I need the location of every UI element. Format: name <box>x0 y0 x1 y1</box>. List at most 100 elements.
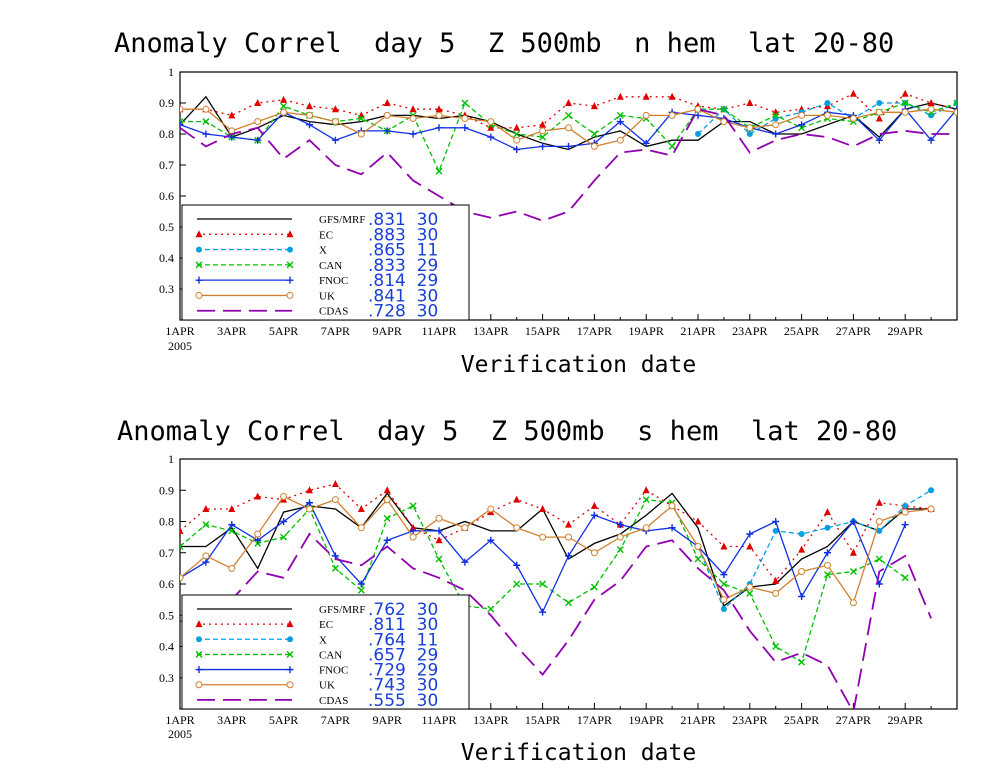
data-point-fnoc <box>409 527 417 535</box>
data-point-ec <box>927 99 935 106</box>
series-group <box>180 480 935 709</box>
legend-series-score: .883 30 <box>368 225 438 245</box>
data-point-ec <box>565 520 572 528</box>
data-point-fnoc <box>668 524 676 532</box>
data-point-can <box>331 564 339 572</box>
data-point-fnoc <box>228 521 236 529</box>
legend-marker-right <box>287 636 293 643</box>
x-tick-label: 11APR <box>422 324 457 338</box>
data-point-uk <box>694 105 702 113</box>
legend-series-name: X <box>319 634 327 646</box>
data-point-ec <box>875 498 883 506</box>
data-point-fnoc <box>331 136 339 144</box>
data-point-ec <box>228 505 236 512</box>
data-point-ec <box>642 486 650 494</box>
data-point-ec <box>487 123 495 131</box>
data-point-uk <box>228 564 236 572</box>
legend-series-name: FNOC <box>319 665 348 677</box>
data-point-fnoc <box>798 121 806 129</box>
data-point-can <box>409 502 417 510</box>
data-point-fnoc <box>487 536 495 544</box>
legend-series-score: .841 30 <box>368 286 438 306</box>
data-point-ec <box>979 93 986 100</box>
data-point-ec <box>409 105 417 113</box>
legend-series-name: FNOC <box>319 275 348 287</box>
y-tick-label: 0.8 <box>159 515 174 529</box>
data-point-fnoc <box>565 552 572 560</box>
data-point-uk <box>927 505 935 513</box>
legend-series-name: CDAS <box>319 695 348 707</box>
data-point-uk <box>824 111 831 119</box>
data-point-ec <box>539 505 547 512</box>
legend-marker-right <box>286 261 294 269</box>
data-point-uk <box>616 533 624 541</box>
data-point-can <box>180 543 184 550</box>
series-line-ec <box>180 92 957 129</box>
data-point-ec <box>824 508 831 516</box>
data-point-uk <box>513 136 521 144</box>
data-point-can <box>202 521 210 529</box>
data-point-uk <box>202 552 210 560</box>
x-tick-label: 23APR <box>732 713 767 727</box>
data-point-fnoc <box>280 518 288 525</box>
data-point-uk <box>331 496 339 504</box>
data-point-ec <box>746 542 754 550</box>
data-point-uk <box>642 111 650 119</box>
data-point-can <box>616 546 624 554</box>
x-tick-label: 15APR <box>525 324 560 338</box>
x-tick-label: 19APR <box>629 324 664 338</box>
data-point-ec <box>772 576 780 584</box>
chart-title: Anomaly Correl day 5 Z 500mb n hem lat 2… <box>114 28 894 59</box>
data-point-uk <box>875 518 883 525</box>
data-point-fnoc <box>616 118 624 126</box>
data-point-ec <box>539 120 547 128</box>
data-point-uk <box>357 524 365 532</box>
series-line-gfs-mrf <box>180 492 932 607</box>
data-point-uk <box>901 108 909 116</box>
chart-title: Anomaly Correl day 5 Z 500mb s hem lat 2… <box>117 416 897 447</box>
data-point-can <box>539 580 547 588</box>
data-point-ec <box>280 95 288 103</box>
data-point-can <box>461 99 469 107</box>
data-point-uk <box>539 127 547 135</box>
data-point-ec <box>383 99 391 106</box>
data-point-ec <box>668 92 676 100</box>
data-point-fnoc <box>202 130 210 138</box>
x-tick-label: 3APR <box>217 713 246 727</box>
y-tick-label: 0.7 <box>159 546 174 560</box>
legend-marker-left <box>195 650 203 658</box>
data-point-uk <box>798 111 806 119</box>
x-tick-label: 17APR <box>577 713 612 727</box>
data-point-can <box>513 580 521 588</box>
data-point-uk <box>772 121 780 129</box>
data-point-x <box>695 131 701 137</box>
y-tick-label: 0.4 <box>159 640 174 654</box>
data-point-uk <box>953 108 957 116</box>
legend-series-name: GFS/MRF <box>319 214 365 226</box>
data-point-uk <box>694 543 702 550</box>
data-point-can <box>901 99 909 107</box>
legend-marker-right <box>286 650 294 658</box>
x-tick-label: 1APR <box>165 324 194 338</box>
legend-series-score: .764 11 <box>368 630 438 650</box>
data-point-ec <box>254 99 262 106</box>
legend-series-name: GFS/MRF <box>319 604 365 616</box>
legend-series-score: .811 30 <box>368 615 438 635</box>
data-point-can <box>720 580 728 588</box>
legend-series-score: .814 29 <box>368 271 438 291</box>
data-point-x <box>902 502 909 509</box>
data-point-ec <box>435 105 443 113</box>
data-point-uk <box>254 530 262 538</box>
data-point-uk <box>565 533 572 541</box>
y-tick-label: 0.9 <box>159 483 174 497</box>
x-tick-label: 13APR <box>473 713 508 727</box>
data-point-can <box>953 99 957 107</box>
x-tick-label: 7APR <box>321 324 350 338</box>
data-point-can <box>590 130 598 138</box>
data-point-x <box>772 527 779 534</box>
data-point-ec <box>565 99 572 106</box>
data-point-fnoc <box>357 580 365 588</box>
data-point-fnoc <box>590 511 598 519</box>
data-point-x <box>824 100 831 106</box>
